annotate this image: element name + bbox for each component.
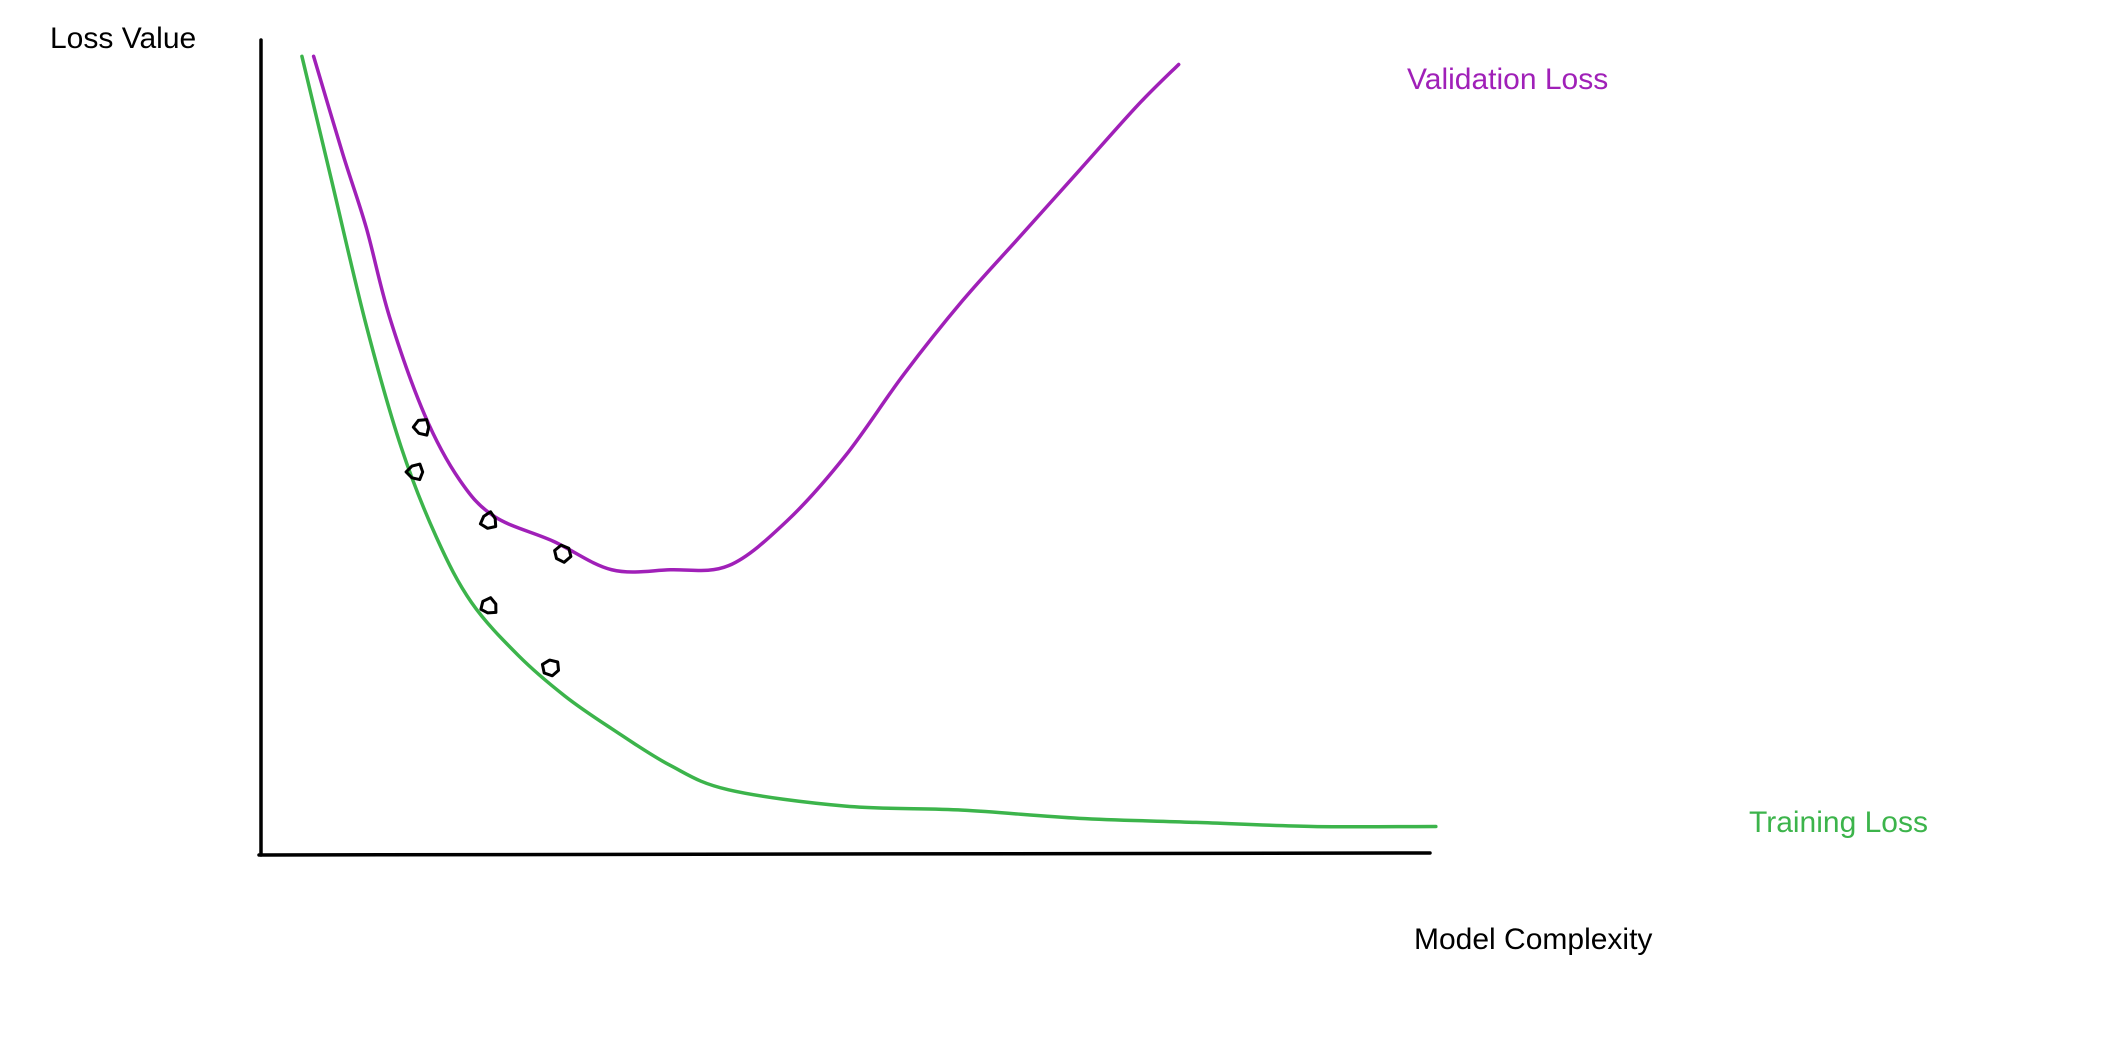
- y-axis-label: Loss Value: [50, 22, 197, 55]
- marker-layer: [404, 418, 573, 678]
- data-point-marker: [411, 418, 431, 437]
- series-line-training-loss: [300, 54, 1438, 829]
- x-axis: [257, 851, 1432, 857]
- legend-training-loss: Training Loss: [1749, 806, 1928, 839]
- x-axis-label: Model Complexity: [1414, 923, 1653, 956]
- series-line-validation-loss: [311, 54, 1181, 574]
- data-point-marker: [540, 658, 560, 678]
- data-point-marker: [404, 462, 425, 482]
- data-point-marker: [478, 510, 498, 530]
- legend-validation-loss: Validation Loss: [1407, 63, 1609, 96]
- data-point-marker: [553, 543, 573, 564]
- series-layer: [300, 54, 1438, 829]
- data-point-marker: [479, 596, 498, 615]
